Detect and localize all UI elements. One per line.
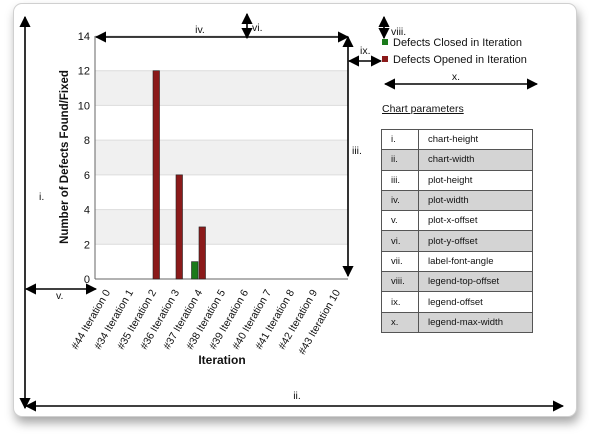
- parameter-row: iv. plot-width: [381, 189, 533, 212]
- label-x: x.: [452, 71, 460, 83]
- annotation-layer: i.ii.iii.iv.v.vi. viii.ix.x.: [19, 12, 565, 412]
- label-iv: iv.: [195, 24, 205, 36]
- bar-opened: [198, 226, 206, 280]
- grid-band: [95, 244, 348, 279]
- parameter-number: iv.: [381, 189, 419, 212]
- parameter-row: vii. label-font-angle: [381, 250, 533, 273]
- legend-label: Defects Opened in Iteration: [393, 54, 527, 66]
- grid-band: [95, 105, 348, 141]
- bar-closed: [191, 261, 199, 280]
- y-tick-label: 8: [84, 135, 90, 147]
- legend-swatch: [382, 39, 388, 45]
- label-i: i.: [39, 191, 44, 203]
- label-viii: viii.: [391, 26, 406, 38]
- grid-band: [95, 140, 348, 175]
- parameter-row: v. plot-x-offset: [381, 210, 533, 232]
- label-iii: iii.: [352, 145, 362, 157]
- y-tick-label: 12: [78, 66, 90, 78]
- parameter-name: plot-x-offset: [418, 210, 533, 232]
- parameter-number: v.: [381, 210, 419, 232]
- label-ii: ii.: [293, 390, 301, 402]
- parameter-name: plot-width: [418, 189, 533, 212]
- legend-label: Defects Closed in Iteration: [393, 37, 522, 49]
- parameter-row: x. legend-max-width: [381, 311, 533, 333]
- parameter-row: vi. plot-y-offset: [381, 230, 533, 252]
- y-tick-label: 14: [78, 31, 90, 43]
- parameter-row: ii. chart-width: [381, 149, 533, 171]
- parameter-number: x.: [381, 311, 419, 333]
- parameter-name: label-font-angle: [418, 250, 533, 273]
- parameter-row: iii. plot-height: [381, 169, 533, 191]
- parameters-title: Chart parameters: [382, 103, 464, 115]
- grid-band: [95, 174, 348, 210]
- parameter-row: i. chart-height: [381, 128, 533, 151]
- parameter-number: viii.: [381, 271, 419, 293]
- legend-swatch: [382, 56, 388, 62]
- parameter-number: iii.: [381, 169, 419, 191]
- parameter-number: i.: [381, 128, 419, 151]
- parameter-row: ix. legend-offset: [381, 291, 533, 313]
- parameter-number: vii.: [381, 250, 419, 273]
- bar-opened: [175, 174, 183, 280]
- y-tick-label: 2: [84, 239, 90, 251]
- label-vi: vi.: [252, 22, 263, 34]
- parameter-name: plot-y-offset: [418, 230, 533, 252]
- bar-opened: [152, 70, 160, 280]
- parameter-name: legend-max-width: [418, 311, 533, 333]
- y-axis-title: Number of Defects Found/Fixed: [59, 70, 71, 244]
- grid-band: [95, 36, 348, 71]
- parameter-number: vi.: [381, 230, 419, 252]
- parameter-number: ix.: [381, 291, 419, 313]
- parameters-table: i. chart-height ii. chart-width iii. plot-hei…: [381, 128, 533, 333]
- label-ix: ix.: [360, 45, 371, 57]
- grid-band: [95, 209, 348, 245]
- y-tick-label: 4: [84, 205, 90, 217]
- parameter-name: chart-height: [418, 128, 533, 151]
- grid-band: [95, 70, 348, 106]
- parameter-name: legend-offset: [418, 291, 533, 313]
- parameter-name: chart-width: [418, 149, 533, 171]
- y-tick-label: 0: [84, 274, 90, 286]
- y-tick-label: 10: [78, 100, 90, 112]
- parameter-row: viii. legend-top-offset: [381, 271, 533, 293]
- parameter-number: ii.: [381, 149, 419, 171]
- parameter-name: legend-top-offset: [418, 271, 533, 293]
- parameter-name: plot-height: [418, 169, 533, 191]
- y-tick-label: 6: [84, 170, 90, 182]
- label-v: v.: [56, 290, 63, 302]
- x-axis-title: Iteration: [198, 353, 245, 367]
